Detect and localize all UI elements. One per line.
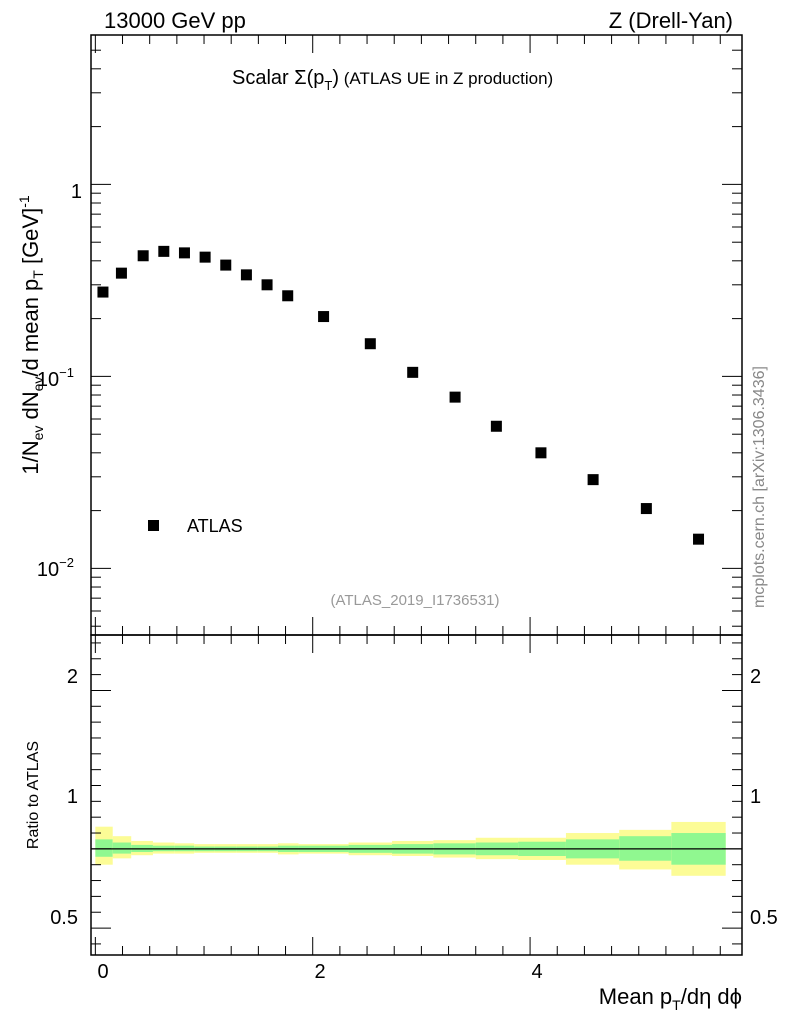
inner-band-bin bbox=[112, 842, 132, 854]
data-point bbox=[115, 267, 127, 279]
x-tick-label-0: 0 bbox=[97, 961, 108, 983]
data-point bbox=[490, 420, 502, 432]
ylabel-part-7: -1 bbox=[16, 195, 32, 208]
plot-title-sub: T bbox=[324, 78, 332, 93]
side-label: mcplots.cern.ch [arXiv:1306.3436] bbox=[751, 366, 768, 608]
ylabel-part-6: [GeV] bbox=[18, 208, 43, 270]
data-point bbox=[178, 247, 190, 259]
header-left: 13000 GeV pp bbox=[104, 8, 246, 33]
ratio-y-axis-label: Ratio to ATLAS bbox=[25, 741, 42, 849]
data-point bbox=[318, 311, 330, 323]
main-panel-ticks bbox=[91, 34, 742, 635]
data-point bbox=[364, 338, 376, 350]
main-y-tick-label-0.1: 10−1 bbox=[37, 365, 74, 391]
data-point bbox=[261, 279, 273, 291]
analysis-label: (ATLAS_2019_I1736531) bbox=[330, 592, 499, 609]
ratio-y-tick-left-2: 2 bbox=[67, 666, 78, 688]
legend-label: ATLAS bbox=[187, 516, 243, 536]
main-y-axis-label: 1/Nev dNev/d mean pT [GeV]-1 bbox=[16, 195, 46, 475]
main-y-tick-0.1-base: 10 bbox=[37, 369, 59, 391]
data-point bbox=[693, 533, 705, 545]
xlabel-part-1: T bbox=[672, 997, 681, 1013]
inner-band-bin bbox=[95, 839, 113, 857]
main-y-tick-label-0.01: 10−2 bbox=[37, 555, 74, 581]
main-y-tick-label-1: 1 bbox=[71, 181, 82, 203]
ratio-y-tick-right-1: 1 bbox=[750, 786, 761, 808]
ratio-panel-ticks bbox=[91, 635, 742, 955]
x-axis-label: Mean pT/dη dϕ bbox=[599, 984, 742, 1013]
ratio-panel-frame bbox=[90, 634, 743, 956]
ylabel-part-0: 1/N bbox=[18, 440, 43, 474]
data-point bbox=[282, 290, 294, 302]
ylabel-part-5: T bbox=[30, 270, 46, 279]
xlabel-part-0: Mean p bbox=[599, 984, 672, 1009]
plot-title-main: Scalar Σ(p bbox=[232, 67, 324, 89]
ylabel-part-4: /d mean p bbox=[18, 279, 43, 377]
data-point bbox=[199, 251, 211, 263]
header-right: Z (Drell-Yan) bbox=[609, 8, 733, 33]
ylabel-part-2: dN bbox=[18, 391, 43, 425]
x-tick-label-4: 4 bbox=[531, 961, 542, 983]
main-y-tick-0.1-exp: −1 bbox=[59, 365, 74, 380]
legend-marker bbox=[148, 520, 159, 531]
data-point bbox=[407, 366, 419, 378]
data-point bbox=[449, 391, 461, 403]
main-panel-frame bbox=[90, 34, 743, 636]
ratio-y-tick-left-1: 1 bbox=[67, 786, 78, 808]
data-point bbox=[158, 245, 170, 257]
data-point bbox=[240, 269, 252, 281]
xlabel-part-2: /dη dϕ bbox=[681, 984, 742, 1009]
ratio-y-tick-right-2: 2 bbox=[750, 666, 761, 688]
atlas-markers bbox=[97, 245, 705, 545]
data-point bbox=[535, 447, 547, 459]
ylabel-part-1: ev bbox=[30, 426, 46, 441]
ylabel-part-3: ev bbox=[30, 377, 46, 392]
data-point bbox=[137, 250, 149, 262]
data-point bbox=[640, 503, 652, 515]
data-point bbox=[220, 259, 232, 271]
ratio-y-tick-right-0.5: 0.5 bbox=[750, 907, 778, 929]
plot-title-rest: (ATLAS UE in Z production) bbox=[339, 69, 553, 88]
main-y-tick-0.01-base: 10 bbox=[37, 559, 59, 581]
main-y-tick-0.01-exp: −2 bbox=[59, 555, 74, 570]
plot-title: Scalar Σ(pT) (ATLAS UE in Z production) bbox=[232, 67, 553, 93]
data-point bbox=[97, 286, 109, 298]
data-point bbox=[587, 474, 599, 486]
x-tick-label-2: 2 bbox=[314, 961, 325, 983]
plot-title-close: ) bbox=[332, 67, 339, 89]
ratio-y-tick-left-0.5: 0.5 bbox=[50, 907, 78, 929]
